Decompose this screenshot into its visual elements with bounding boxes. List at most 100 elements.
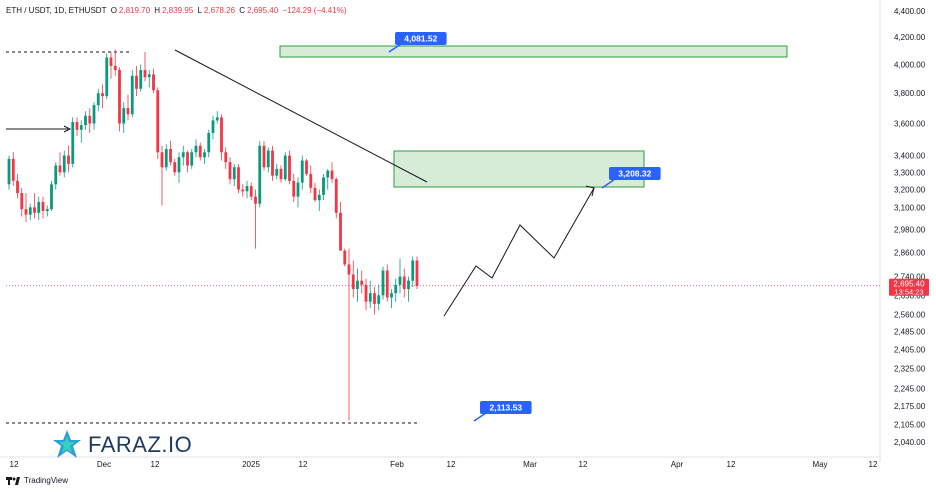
price-tick-label: 3,800.00 (894, 89, 926, 98)
price-tick-label: 3,600.00 (894, 120, 926, 129)
candle-body (135, 75, 138, 89)
candle-body (288, 155, 291, 181)
candle-body (305, 160, 308, 175)
candle-body (54, 165, 58, 185)
candle-body (62, 155, 66, 173)
label-4081-pointer (388, 43, 402, 53)
candle-body (160, 152, 164, 168)
candle-body (313, 187, 317, 201)
price-tick-label: 2,485.00 (894, 327, 926, 336)
label-4081-box (395, 32, 447, 45)
candle-body (152, 74, 155, 91)
tradingview-footer[interactable]: TradingView (6, 476, 68, 485)
candle-body (330, 170, 334, 180)
candle-body (173, 162, 177, 173)
candle-body (71, 121, 75, 164)
candle-body (198, 145, 202, 158)
price-tick-label: 4,200.00 (894, 33, 926, 42)
price-tick-label: 3,200.00 (894, 186, 926, 195)
open-value: 2,819.70 (118, 6, 151, 15)
candle-body (300, 160, 304, 183)
resistance-zone (393, 150, 645, 188)
candle-body (224, 152, 228, 163)
candle-body (309, 174, 313, 188)
candle-body (101, 93, 104, 97)
candle-body (385, 270, 389, 298)
candle-body (364, 284, 368, 302)
candle-body (279, 168, 283, 180)
candle-body (194, 145, 198, 153)
label-2113-text: 2,113.53 (489, 403, 522, 413)
candle-body (50, 184, 53, 210)
candle-body (322, 177, 325, 195)
candle-body (317, 194, 321, 201)
candle-body (186, 152, 189, 166)
candle-body (84, 115, 87, 126)
price-axis[interactable]: 4,400.00 4,200.00 4,000.00 3,800.00 3,600.00… (894, 7, 926, 447)
candle-body (215, 117, 219, 121)
last-price-countdown: 13:54:23 (894, 287, 923, 296)
projection-path (443, 187, 595, 317)
tradingview-icon (6, 476, 20, 485)
faraz-logo: FARAZ.IO (52, 428, 192, 462)
candle-body (334, 179, 338, 213)
time-tick-label: Dec (97, 460, 111, 469)
time-tick-label: Mar (523, 460, 537, 469)
price-tick-label: 2,860.00 (894, 249, 926, 258)
candle-body (177, 157, 181, 173)
price-tick-label: 2,175.00 (894, 402, 926, 411)
candle-body (254, 196, 257, 204)
candle-body (88, 115, 92, 124)
candle-body (41, 201, 45, 211)
low-value: 2,678.26 (203, 6, 236, 15)
close-label: C (239, 6, 246, 15)
candle-body (347, 264, 351, 275)
candle-body (394, 284, 398, 294)
candle-body (92, 105, 96, 124)
symbol-name[interactable]: ETH / USDT, 1D, ETHUSDT (6, 6, 107, 15)
time-tick-label: Apr (671, 460, 684, 469)
price-tick-label: 2,105.00 (894, 420, 926, 429)
candle-body (113, 65, 117, 71)
candle-body (7, 158, 11, 185)
logo-text: FARAZ.IO (88, 432, 193, 457)
last-price-value: 2,695.40 (893, 279, 925, 288)
annotation-layer (6, 45, 880, 424)
time-axis[interactable]: 12 Dec 12 2025 12 Feb 12 Mar 12 Apr 12 May 12 (10, 460, 878, 469)
candle-body (156, 90, 160, 153)
candle-body (143, 70, 147, 78)
price-tick-label: 3,400.00 (894, 152, 926, 161)
close-value: 2,695.40 (247, 6, 279, 15)
descending-trendline (174, 49, 428, 183)
candle-body (203, 152, 206, 158)
price-tick-label: 2,560.00 (894, 311, 926, 320)
candle-body (67, 155, 70, 164)
candle-body (377, 295, 381, 304)
upper-resistance-zone (279, 45, 788, 58)
open-label: O (110, 6, 117, 15)
candle-body (181, 152, 185, 158)
candle-body (11, 158, 15, 181)
low-label: L (197, 6, 202, 15)
price-tick-label: 2,740.00 (894, 273, 926, 282)
candle-body (33, 207, 36, 213)
candlestick-series (7, 49, 419, 421)
candle-body (368, 293, 372, 302)
candle-body (96, 93, 100, 106)
price-tick-label: 4,400.00 (894, 7, 926, 16)
time-tick-label: 12 (579, 460, 588, 469)
label-2113-pointer (473, 412, 487, 422)
candle-body (296, 182, 300, 197)
candle-body (283, 155, 287, 180)
candle-body (28, 207, 32, 215)
time-tick-label: 12 (727, 460, 736, 469)
price-tick-label: 2,980.00 (894, 226, 926, 235)
candle-body (339, 212, 342, 251)
candle-body (147, 74, 151, 78)
candle-body (130, 75, 134, 115)
candle-body (232, 167, 236, 180)
price-tick-label: 4,000.00 (894, 60, 926, 69)
candle-body (271, 150, 274, 176)
